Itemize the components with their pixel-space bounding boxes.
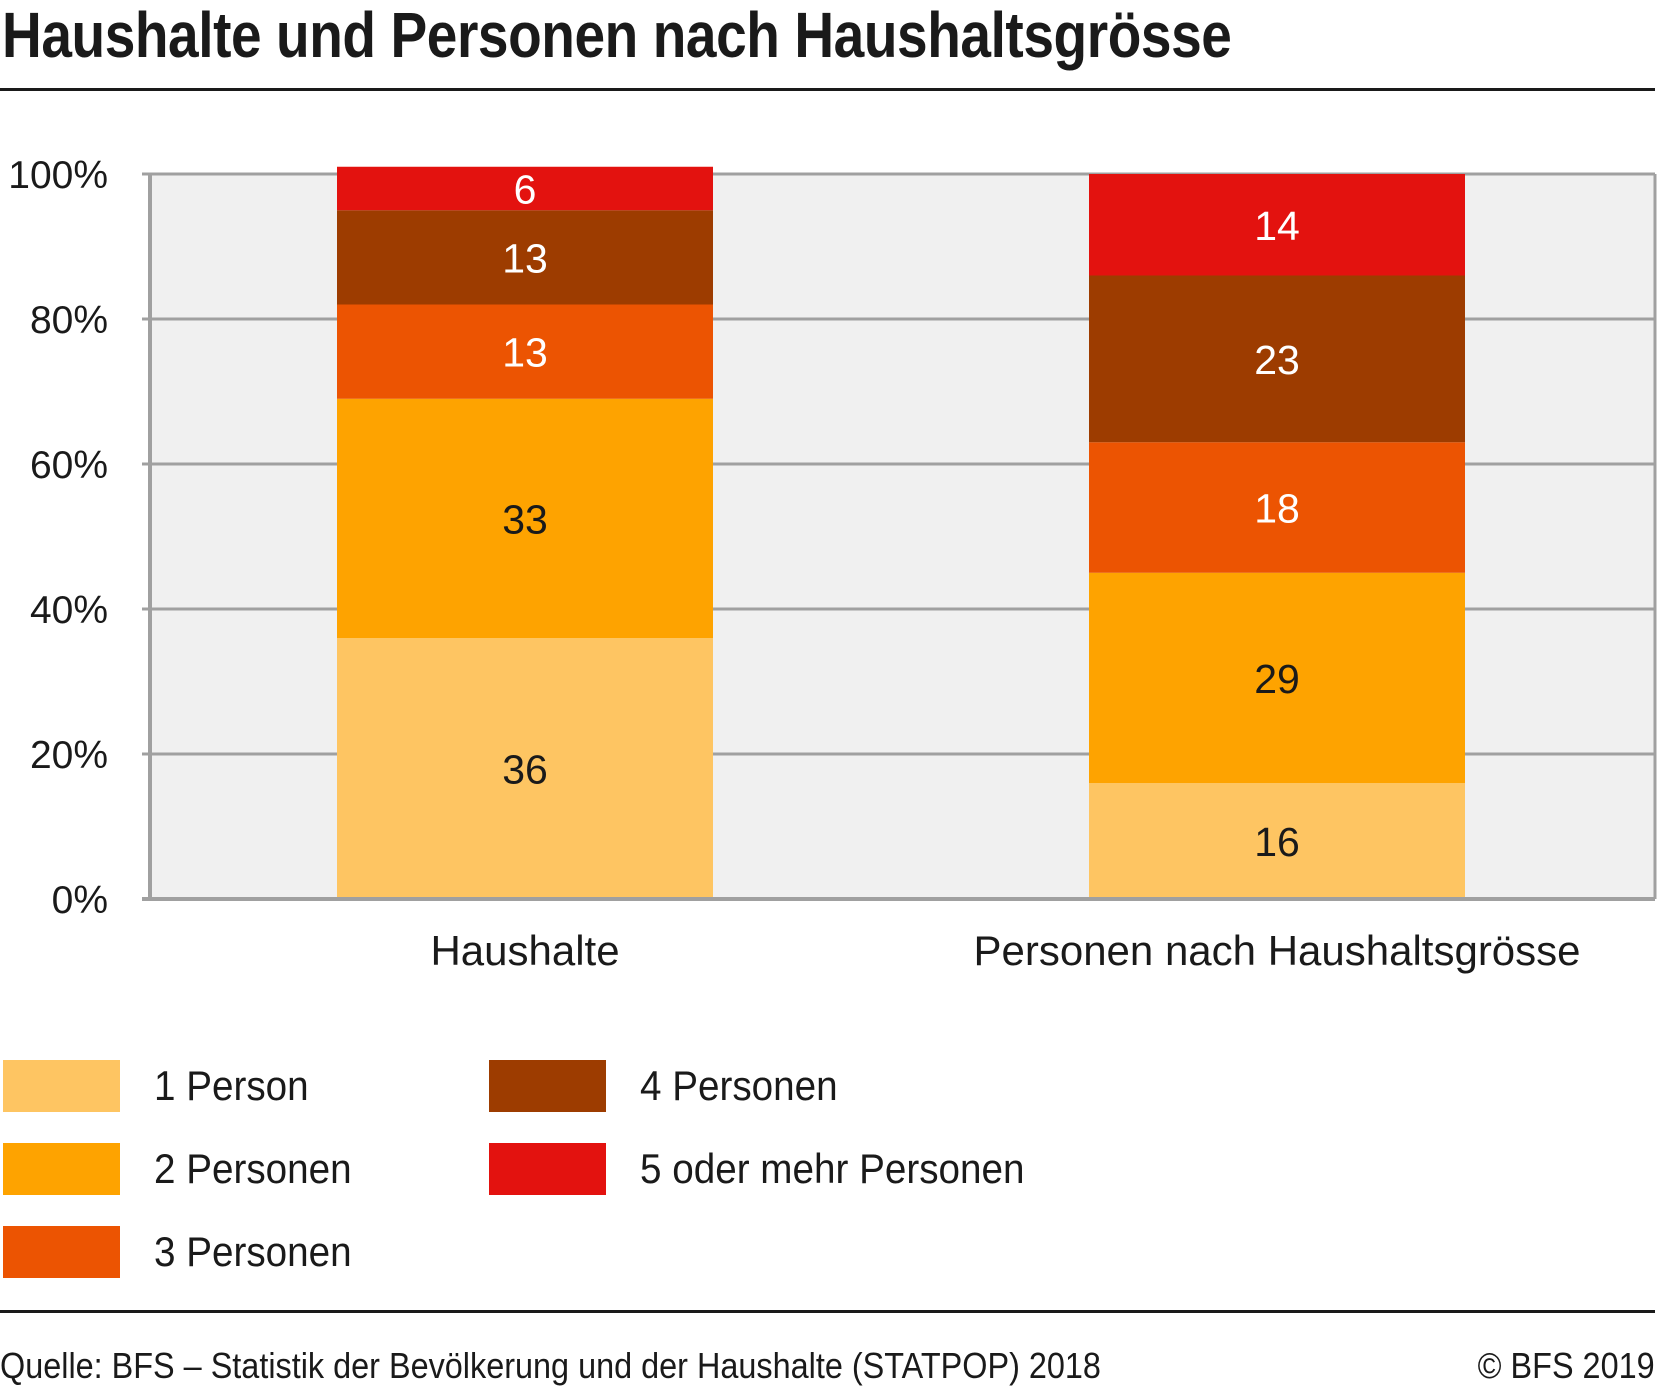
bar-segment bbox=[1089, 275, 1465, 443]
bar-segment bbox=[337, 210, 713, 305]
copyright-note: © BFS 2019 bbox=[1478, 1345, 1655, 1386]
legend-item: 1 Person bbox=[3, 1055, 322, 1117]
y-axis-ticks: 0% 20% 40% 60% 80% 100% bbox=[8, 154, 108, 922]
legend-swatch bbox=[489, 1060, 606, 1112]
title-divider bbox=[0, 88, 1655, 91]
x-tick-label: Personen nach Haushaltsgrösse bbox=[973, 927, 1580, 974]
data-label: 23 bbox=[1254, 337, 1300, 383]
bar-segment bbox=[1089, 174, 1465, 276]
bar-segment bbox=[337, 166, 713, 211]
legend-label: 2 Personen bbox=[154, 1145, 352, 1192]
data-label: 18 bbox=[1254, 486, 1300, 532]
x-axis-labels: Haushalte Personen nach Haushaltsgrösse bbox=[430, 927, 1580, 974]
y-tick-label: 0% bbox=[52, 879, 108, 922]
data-label: 13 bbox=[502, 330, 548, 376]
bar-segment bbox=[337, 638, 713, 899]
chart-title: Haushalte und Personen nach Haushaltsgrö… bbox=[2, 0, 1232, 71]
legend-item: 4 Personen bbox=[489, 1055, 855, 1117]
legend-swatch bbox=[3, 1060, 120, 1112]
legend-swatch bbox=[3, 1226, 120, 1278]
data-label: 13 bbox=[502, 235, 548, 281]
bar-stack: 16 29 18 23 14 bbox=[1089, 174, 1465, 899]
footer-divider bbox=[0, 1310, 1655, 1313]
y-tick-label: 100% bbox=[8, 154, 108, 197]
legend-label: 5 oder mehr Personen bbox=[640, 1145, 1025, 1192]
source-note: Quelle: BFS – Statistik der Bevölkerung … bbox=[0, 1345, 1101, 1386]
bar-segment bbox=[1089, 442, 1465, 573]
y-tick-label: 60% bbox=[30, 444, 108, 487]
bar-segment bbox=[1089, 783, 1465, 899]
data-label: 33 bbox=[502, 496, 548, 542]
data-label: 6 bbox=[514, 167, 537, 213]
data-label: 16 bbox=[1254, 819, 1300, 865]
legend-item: 5 oder mehr Personen bbox=[489, 1138, 1058, 1200]
bar-stack: 36 33 13 13 6 bbox=[337, 166, 713, 899]
data-label: 14 bbox=[1254, 203, 1300, 249]
legend-label: 3 Personen bbox=[154, 1228, 352, 1275]
bar-segment bbox=[1089, 572, 1465, 783]
legend-label: 4 Personen bbox=[640, 1062, 838, 1109]
data-label: 29 bbox=[1254, 656, 1300, 702]
bars: 36 33 13 13 6 16 29 18 23 14 bbox=[337, 166, 1465, 899]
legend-label: 1 Person bbox=[154, 1062, 309, 1109]
legend-item: 2 Personen bbox=[3, 1138, 369, 1200]
y-tick-label: 80% bbox=[30, 299, 108, 342]
stacked-bar-chart: 0% 20% 40% 60% 80% 100% 36 33 13 13 6 16 29 18 23 14 H… bbox=[8, 154, 1657, 974]
y-tick-label: 40% bbox=[30, 589, 108, 632]
data-label: 36 bbox=[502, 747, 548, 793]
legend-item: 3 Personen bbox=[3, 1221, 369, 1283]
legend-swatch bbox=[489, 1143, 606, 1195]
bar-segment bbox=[337, 398, 713, 638]
y-tick-label: 20% bbox=[30, 734, 108, 777]
x-tick-label: Haushalte bbox=[430, 927, 619, 974]
legend-swatch bbox=[3, 1143, 120, 1195]
bar-segment bbox=[337, 304, 713, 399]
